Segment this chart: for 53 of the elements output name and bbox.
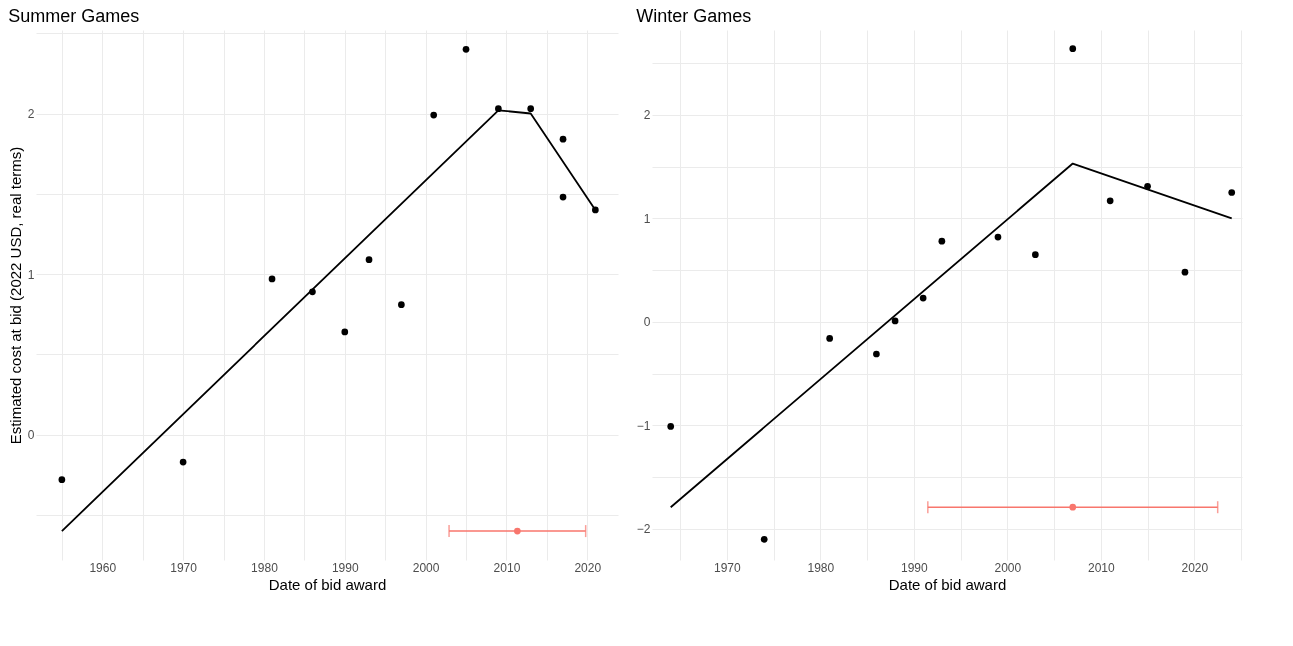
- point: [462, 45, 470, 53]
- point: [938, 237, 946, 245]
- point: [495, 105, 502, 113]
- chart-title: Summer Games: [8, 6, 140, 26]
- x-tick-label: 2020: [574, 560, 602, 575]
- point: [873, 350, 880, 358]
- x-tick-label: 1980: [807, 560, 835, 575]
- chart-title: Winter Games: [636, 6, 752, 26]
- point: [559, 135, 567, 143]
- x-tick-label: 2020: [1181, 560, 1209, 575]
- x-tick-label: 1970: [713, 560, 741, 575]
- y-tick-label: 0: [643, 315, 651, 330]
- x-tick-label: 2000: [994, 560, 1022, 575]
- y-tick-label: 1: [643, 211, 651, 226]
- point: [179, 458, 187, 466]
- x-tick-label: 2010: [493, 560, 521, 575]
- point: [826, 335, 834, 342]
- point: [919, 294, 927, 302]
- y-axis-title: Estimated cost at bid (2022 USD, real terms): [6, 146, 24, 445]
- point: [268, 275, 276, 283]
- point: [1069, 45, 1077, 52]
- x-tick-label: 1970: [170, 560, 198, 575]
- x-axis-title: Date of bid award: [268, 575, 387, 593]
- x-tick-label: 1990: [331, 560, 359, 575]
- point: [559, 193, 567, 201]
- point: [891, 317, 899, 325]
- point: [1181, 268, 1189, 276]
- x-tick-label: 1990: [900, 560, 928, 575]
- point: [1069, 503, 1077, 511]
- point: [365, 256, 373, 264]
- y-tick-label: −1: [636, 418, 651, 433]
- point: [58, 476, 66, 484]
- point: [994, 233, 1002, 241]
- point: [527, 105, 535, 113]
- point: [430, 111, 438, 119]
- y-tick-label: −2: [636, 522, 651, 537]
- point: [1032, 251, 1039, 258]
- x-tick-label: 2000: [412, 560, 440, 575]
- point: [398, 301, 405, 308]
- point: [1106, 197, 1114, 205]
- x-tick-label: 2010: [1087, 560, 1115, 575]
- point: [667, 423, 675, 430]
- y-tick-label: 2: [643, 108, 651, 123]
- x-tick-label: 1980: [251, 560, 279, 575]
- x-tick-label: 1960: [89, 560, 117, 575]
- x-axis-title: Date of bid award: [888, 575, 1007, 593]
- y-tick-label: 2: [27, 107, 35, 122]
- point: [1228, 189, 1236, 196]
- point: [760, 535, 768, 543]
- point: [514, 527, 521, 535]
- y-tick-label: 1: [27, 267, 35, 282]
- y-tick-label: 0: [27, 428, 35, 443]
- point: [341, 328, 349, 336]
